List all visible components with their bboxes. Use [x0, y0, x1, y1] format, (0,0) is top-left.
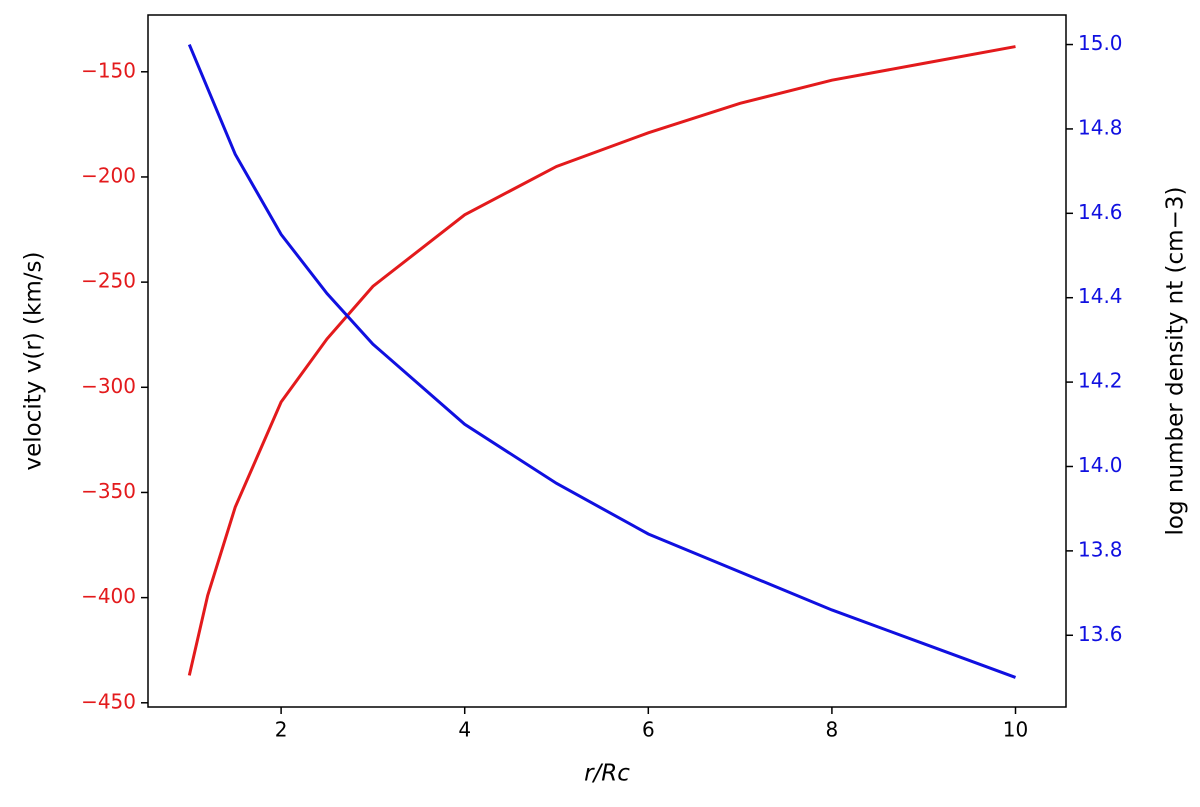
x-tick-label: 4	[458, 718, 471, 742]
x-tick-label: 8	[826, 718, 839, 742]
y-tick-label: −250	[81, 269, 136, 293]
y-axis-title: velocity v(r) (km/s)	[21, 252, 47, 471]
y2-tick-label: 13.6	[1078, 622, 1123, 646]
y-tick-label: −350	[81, 479, 136, 503]
y2-tick-label: 14.6	[1078, 200, 1123, 224]
y-tick-label: −450	[81, 689, 136, 713]
y-tick-label: −400	[81, 584, 136, 608]
y-tick-label: −300	[81, 374, 136, 398]
y2-tick-label: 14.0	[1078, 453, 1123, 477]
y2-tick-label: 14.8	[1078, 115, 1123, 139]
series-line	[187, 45, 1016, 676]
y2-tick-label: 15.0	[1078, 31, 1123, 55]
x-tick-label: 10	[1003, 718, 1028, 742]
y-tick-label: −150	[81, 58, 136, 82]
y2-axis-title: log number density nt (cm−3)	[1163, 187, 1189, 536]
series-line	[187, 43, 1017, 679]
x-tick-label: 2	[275, 718, 288, 742]
plot-frame	[147, 14, 1067, 708]
x-axis-title: r/Rc	[584, 761, 630, 787]
y2-tick-label: 13.8	[1078, 537, 1123, 561]
y2-tick-label: 14.2	[1078, 369, 1123, 393]
x-tick-label: 6	[642, 718, 655, 742]
y2-tick-label: 14.4	[1078, 284, 1123, 308]
y-tick-label: −200	[81, 163, 136, 187]
